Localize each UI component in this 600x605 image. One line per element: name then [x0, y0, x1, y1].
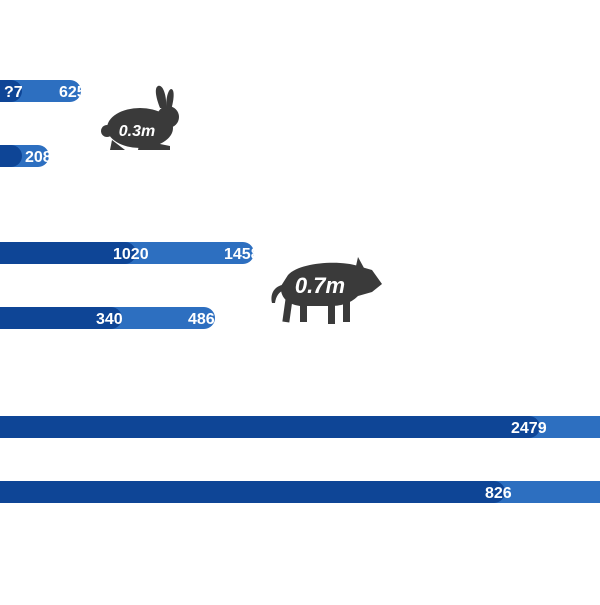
bar-value-label-second: 208	[25, 149, 52, 166]
bar-value-label-first: 1020	[113, 246, 149, 263]
bar-segment-first	[0, 242, 136, 264]
bar-segment-first	[0, 80, 22, 102]
bar-segment-second	[100, 307, 215, 329]
bar-value-label-first: 2479	[511, 420, 547, 437]
boar-size-label: 0.7m	[295, 273, 345, 298]
bar-segment-first	[0, 307, 122, 329]
bar-segment-first	[0, 416, 540, 438]
bar-value-label-second: 1458	[224, 246, 260, 263]
bar-value-label-first: 340	[96, 311, 123, 328]
bar-value-label-second: 486	[188, 311, 215, 328]
bar-segment-second	[494, 481, 600, 503]
rabbit-icon: 0.3m	[101, 85, 179, 150]
bars-layer: ?7 625 208 1020 1458 340 486 2479 826	[0, 80, 600, 503]
bar-value-label-first: ?7	[4, 84, 23, 101]
rabbit-size-label: 0.3m	[119, 123, 155, 140]
bar-segment-first	[0, 481, 505, 503]
boar-icon: 0.7m	[271, 257, 382, 324]
bar-segment-second	[529, 416, 600, 438]
bar-value-label-first: 826	[485, 485, 512, 502]
bar-value-label-second: 625	[59, 84, 86, 101]
bar-segment-second	[114, 242, 254, 264]
bar-segment-first	[0, 145, 22, 167]
